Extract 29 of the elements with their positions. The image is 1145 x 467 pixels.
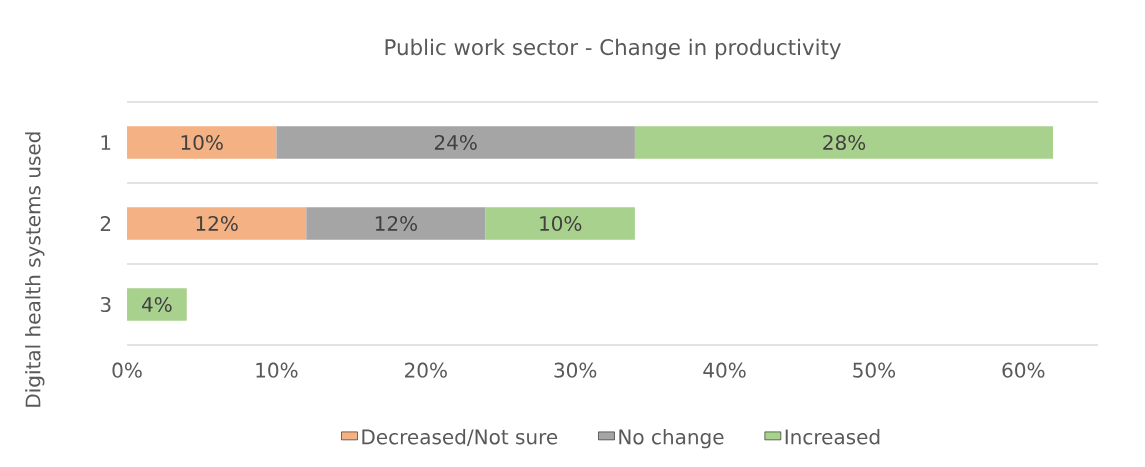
x-tick-label: 60% [1002,362,1045,378]
x-tick-label: 20% [405,362,447,378]
legend-label: No change [619,428,724,449]
bar [127,207,307,240]
data-label: 28% [823,134,866,151]
data-label: 10% [540,215,582,232]
y-tick-label: 1 [101,135,111,150]
legend-label: Increased [785,428,880,445]
x-tick-label: 0% [112,362,142,378]
bar [276,126,635,159]
y-tick-label: 3 [100,296,111,313]
x-tick-label: 40% [703,362,746,378]
y-axis-title: Digital health systems used [25,132,45,407]
chart-title: Public work sector - Change in productivity [385,38,841,60]
bar [127,126,277,159]
x-tick-label: 50% [853,362,896,378]
data-label: 4% [142,296,172,313]
data-label: 10% [181,134,223,151]
bar [634,126,1054,159]
legend-label: Decreased/Not sure [362,428,558,447]
bar [306,207,486,240]
y-tick-label: 2 [100,216,111,231]
data-label: 24% [434,134,477,151]
x-tick-label: 10% [256,362,298,378]
data-label: 12% [375,215,418,232]
bar [127,288,187,321]
x-tick-label: 30% [554,362,597,378]
data-label: 12% [196,215,238,232]
bar [485,207,635,240]
